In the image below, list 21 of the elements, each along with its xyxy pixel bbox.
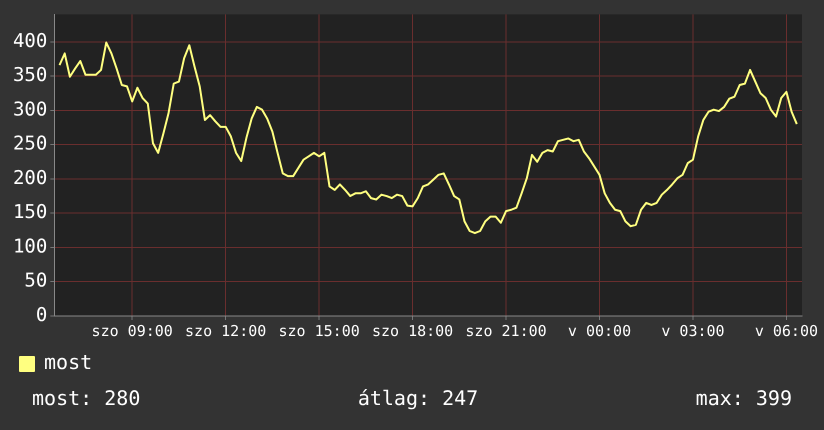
y-tick-label: 300 (12, 98, 48, 120)
y-tick-label: 50 (24, 270, 48, 292)
y-tick-label: 100 (12, 235, 48, 258)
y-tick-label: 150 (12, 201, 48, 224)
x-tick-label: v 03:00 (661, 322, 725, 340)
text: max: 399 (696, 386, 792, 410)
x-tick-label: szo 12:00 (185, 322, 266, 340)
x-tick-label: szo 09:00 (92, 322, 173, 340)
y-tick-label: 400 (12, 30, 48, 52)
x-tick-label: szo 15:00 (278, 322, 360, 340)
y-tick-label: 250 (12, 132, 48, 155)
y-tick-label: 0 (36, 304, 48, 326)
text: átlag: 247 (358, 386, 478, 410)
x-tick-label: v 06:00 (754, 322, 818, 340)
text: most: 280 (32, 386, 140, 410)
y-tick-label: 200 (12, 166, 48, 189)
x-tick-label: v 00:00 (568, 322, 632, 340)
x-tick-label: szo 21:00 (465, 322, 547, 340)
legend-label: most (44, 350, 92, 374)
y-tick-label: 350 (12, 64, 48, 86)
x-tick-label: szo 18:00 (372, 322, 454, 340)
